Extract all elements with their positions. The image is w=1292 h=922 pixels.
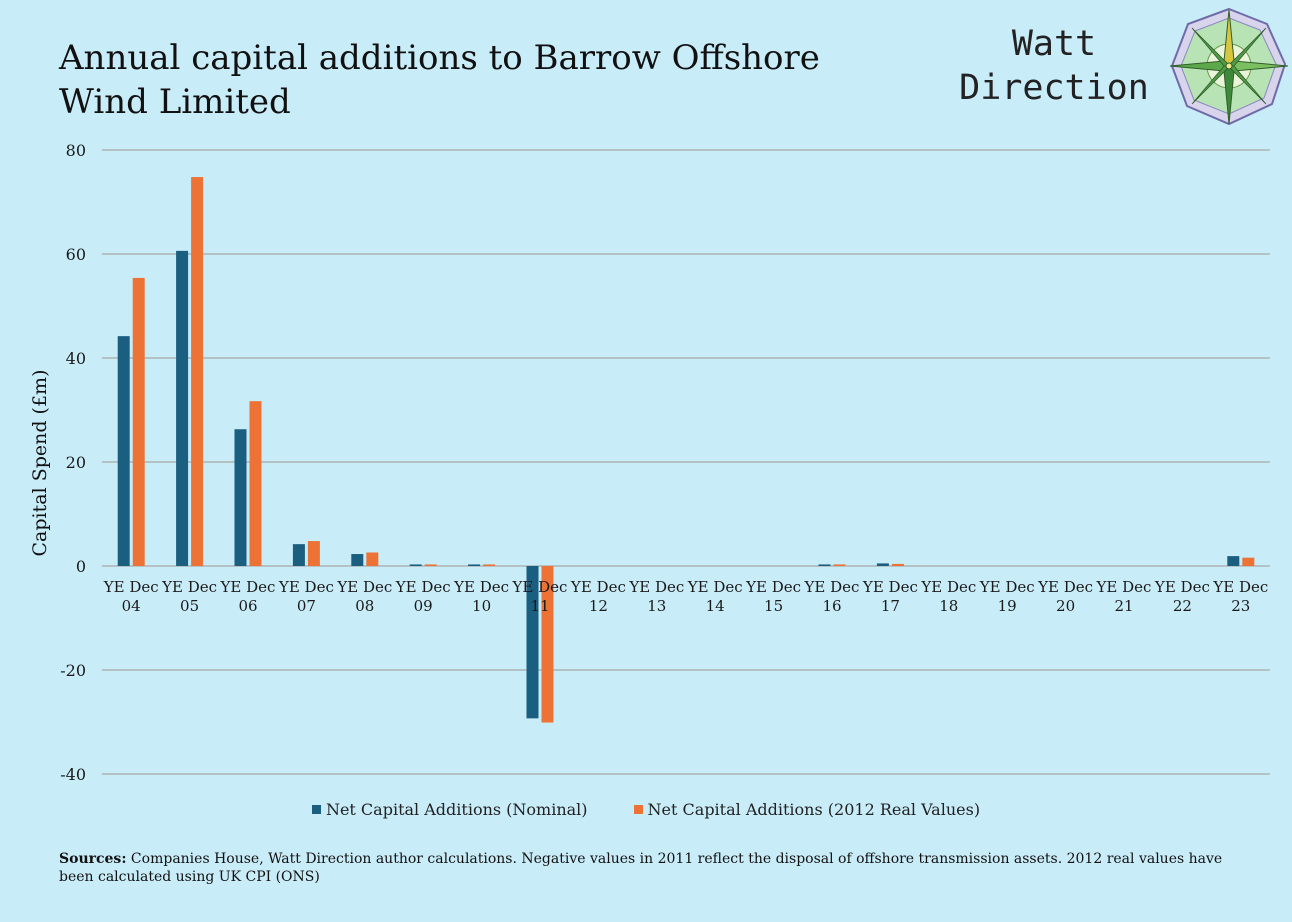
y-tick-label: 80 [66,141,86,160]
sources-label: Sources: [59,851,127,867]
bar-nominal [117,336,130,566]
x-tick-label: YE Dec [804,578,860,596]
x-tick-label: YE Dec [512,578,568,596]
x-tick-label: 21 [1114,597,1133,615]
x-tick-label: 06 [238,597,257,615]
x-tick-label: 10 [472,597,491,615]
bar-real [191,177,204,567]
bar-nominal [409,564,422,566]
x-tick-label: YE Dec [862,578,918,596]
x-tick-label: YE Dec [278,578,334,596]
bar-nominal [351,554,364,566]
x-tick-label: 22 [1173,597,1192,615]
x-tick-label: YE Dec [687,578,743,596]
bar-real [307,541,320,566]
x-tick-label: 19 [998,597,1017,615]
x-tick-label: YE Dec [745,578,801,596]
x-tick-label: YE Dec [979,578,1035,596]
bar-real [249,401,262,566]
compass-rose-icon [1169,7,1289,126]
x-tick-label: YE Dec [103,578,159,596]
y-tick-label: 20 [66,453,86,472]
x-tick-label: YE Dec [1096,578,1152,596]
x-tick-label: YE Dec [395,578,451,596]
y-tick-label: -40 [60,765,86,784]
x-tick-label: 07 [297,597,316,615]
legend-swatch-nominal [311,805,321,814]
chart-title: Annual capital additions to Barrow Offsh… [59,38,820,122]
x-tick-label: 23 [1231,597,1250,615]
sources-note: Sources: Companies House, Watt Direction… [59,850,1229,886]
x-tick-label: 13 [647,597,666,615]
legend-label-nominal: Net Capital Additions (Nominal) [325,800,588,819]
legend-item-nominal: Net Capital Additions (Nominal) [311,800,588,819]
x-tick-label: YE Dec [1037,578,1093,596]
bar-real [366,552,379,566]
y-tick-label: 40 [66,349,86,368]
x-tick-label: 18 [939,597,958,615]
x-tick-label: YE Dec [336,578,392,596]
bar-nominal [292,544,305,566]
brand-wordmark: Watt Direction [944,22,1164,110]
x-tick-label: 08 [355,597,374,615]
y-tick-label: 60 [66,245,86,264]
brand-line-2: Direction [959,68,1149,108]
bar-nominal [176,250,189,566]
bar-real [424,564,437,566]
bar-real [541,566,554,723]
legend-item-real: Net Capital Additions (2012 Real Values) [633,800,981,819]
bar-real [833,564,846,566]
legend-label-real: Net Capital Additions (2012 Real Values) [647,800,981,819]
y-axis-title: Capital Spend (£m) [29,369,51,557]
x-tick-label: YE Dec [628,578,684,596]
sources-text: Companies House, Watt Direction author c… [59,851,1223,885]
bar-real [1242,557,1255,566]
y-tick-label: -20 [60,661,86,680]
x-tick-label: 14 [706,597,725,615]
brand-line-1: Watt [1011,24,1097,64]
bar-real [132,277,145,566]
bar-nominal [234,429,247,566]
x-tick-label: YE Dec [1154,578,1210,596]
legend: Net Capital Additions (Nominal) Net Capi… [0,800,1292,819]
x-tick-label: YE Dec [220,578,276,596]
x-tick-label: 11 [530,597,549,615]
x-tick-label: 15 [764,597,783,615]
x-tick-label: 17 [881,597,900,615]
x-tick-label: 09 [414,597,433,615]
x-tick-label: 20 [1056,597,1075,615]
x-tick-label: 04 [122,597,141,615]
legend-swatch-real [633,805,643,814]
bar-nominal [818,564,831,566]
bar-real [483,564,496,566]
x-tick-label: YE Dec [1212,578,1268,596]
x-tick-label: YE Dec [920,578,976,596]
bar-nominal [468,564,481,566]
bar-nominal [1227,556,1240,566]
x-tick-label: 05 [180,597,199,615]
x-tick-label: YE Dec [570,578,626,596]
y-tick-label: 0 [76,557,86,576]
x-tick-label: 16 [822,597,841,615]
bar-nominal [876,563,889,566]
x-tick-label: YE Dec [161,578,217,596]
bar-real [891,563,904,566]
x-tick-label: 12 [589,597,608,615]
bar-nominal [526,566,539,719]
x-tick-label: YE Dec [453,578,509,596]
